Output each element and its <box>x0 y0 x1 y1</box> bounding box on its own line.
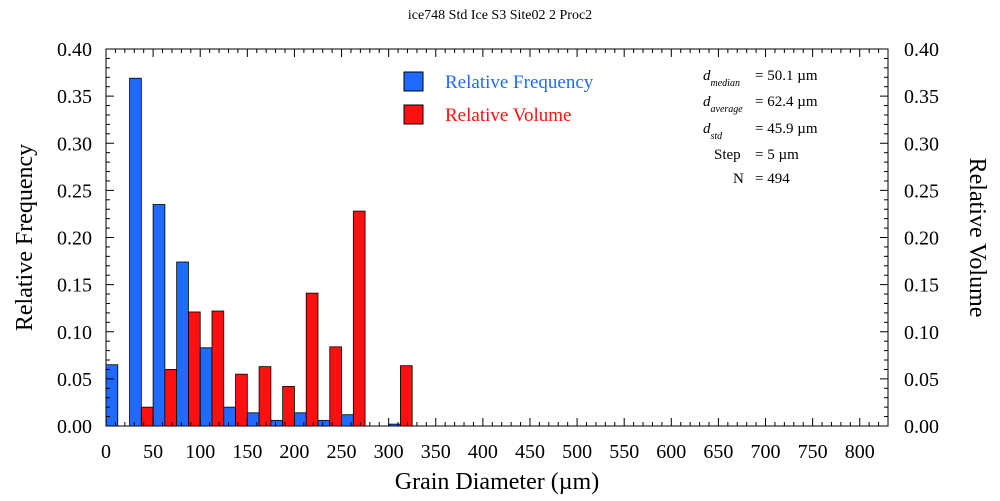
x-tick-label: 450 <box>515 441 545 463</box>
x-tick-label: 350 <box>421 441 451 463</box>
stat-std: dstd = 45.9 µm <box>703 121 818 142</box>
y-tick-label-right: 0.00 <box>904 416 939 438</box>
y-tick-label-right: 0.20 <box>904 228 939 250</box>
bar-relative-frequency <box>270 419 284 427</box>
y-tick-label-right: 0.40 <box>904 39 939 61</box>
legend-relative-frequency-swatch <box>403 71 424 92</box>
bar-relative-volume <box>235 373 248 427</box>
x-tick-label: 400 <box>468 441 498 463</box>
y-tick-label-left: 0.10 <box>57 322 92 344</box>
x-tick-label: 550 <box>609 441 639 463</box>
x-axis-label: Grain Diameter (µm) <box>395 469 599 495</box>
y-axis-label-left: Relative Frequency <box>12 144 38 331</box>
bar-relative-volume <box>140 406 154 427</box>
stat-n: N = 494 <box>733 171 790 187</box>
x-tick-label: 800 <box>845 441 875 463</box>
y-tick-label-right: 0.25 <box>904 180 939 202</box>
bar-relative-frequency <box>176 261 189 427</box>
y-tick-label-left: 0.30 <box>57 133 92 155</box>
bar-relative-frequency <box>317 419 331 427</box>
y-tick-label-left: 0.35 <box>57 86 92 108</box>
chart-title: ice748 Std Ice S3 Site02 2 Proc2 <box>407 8 593 23</box>
y-tick-label-right: 0.10 <box>904 322 939 344</box>
x-tick-label: 50 <box>143 441 163 463</box>
x-tick-label: 150 <box>232 441 262 463</box>
y-axis-label-right: Relative Volume <box>964 158 990 318</box>
bar-relative-frequency <box>341 414 354 427</box>
bar-relative-volume <box>258 366 272 427</box>
bar-relative-frequency <box>246 412 260 427</box>
legend-relative-frequency-label: Relative Frequency <box>445 72 594 93</box>
y-tick-label-left: 0.05 <box>57 369 92 391</box>
bar-relative-frequency <box>223 406 236 427</box>
legend-relative-volume-label: Relative Volume <box>445 105 571 126</box>
y-tick-label-right: 0.35 <box>904 86 939 108</box>
y-tick-label-left: 0.15 <box>57 275 92 297</box>
stat-median: dmedian = 50.1 µm <box>703 68 818 89</box>
x-tick-label: 100 <box>185 441 215 463</box>
x-tick-label: 250 <box>327 441 357 463</box>
x-tick-label: 500 <box>562 441 592 463</box>
y-tick-label-right: 0.15 <box>904 275 939 297</box>
y-tick-label-left: 0.00 <box>57 416 92 438</box>
y-tick-label-right: 0.30 <box>904 133 939 155</box>
bar-relative-volume <box>282 386 295 427</box>
x-tick-label: 0 <box>101 441 111 463</box>
y-tick-label-left: 0.25 <box>57 180 92 202</box>
x-tick-label: 300 <box>374 441 404 463</box>
bar-relative-frequency <box>152 204 166 427</box>
stat-step: Step = 5 µm <box>714 147 799 163</box>
legend-relative-volume-swatch <box>403 104 424 125</box>
bar-relative-volume <box>164 369 178 427</box>
y-tick-label-right: 0.05 <box>904 369 939 391</box>
bar-relative-frequency <box>294 412 307 427</box>
bar-relative-frequency <box>129 77 142 427</box>
x-tick-label: 200 <box>279 441 309 463</box>
x-tick-label: 700 <box>751 441 781 463</box>
bar-relative-frequency <box>199 347 213 427</box>
bar-relative-volume <box>305 292 319 427</box>
bar-relative-volume <box>400 365 413 427</box>
bar-relative-volume <box>329 346 342 427</box>
y-tick-label-left: 0.20 <box>57 228 92 250</box>
x-tick-label: 650 <box>703 441 733 463</box>
x-tick-label: 750 <box>798 441 828 463</box>
bar-relative-volume <box>352 210 366 427</box>
x-tick-label: 600 <box>656 441 686 463</box>
bar-relative-volume <box>211 310 225 427</box>
bar-relative-frequency <box>388 423 401 427</box>
y-tick-label-left: 0.40 <box>57 39 92 61</box>
bar-relative-volume <box>188 311 201 427</box>
stat-average: daverage = 62.4 µm <box>703 94 818 115</box>
